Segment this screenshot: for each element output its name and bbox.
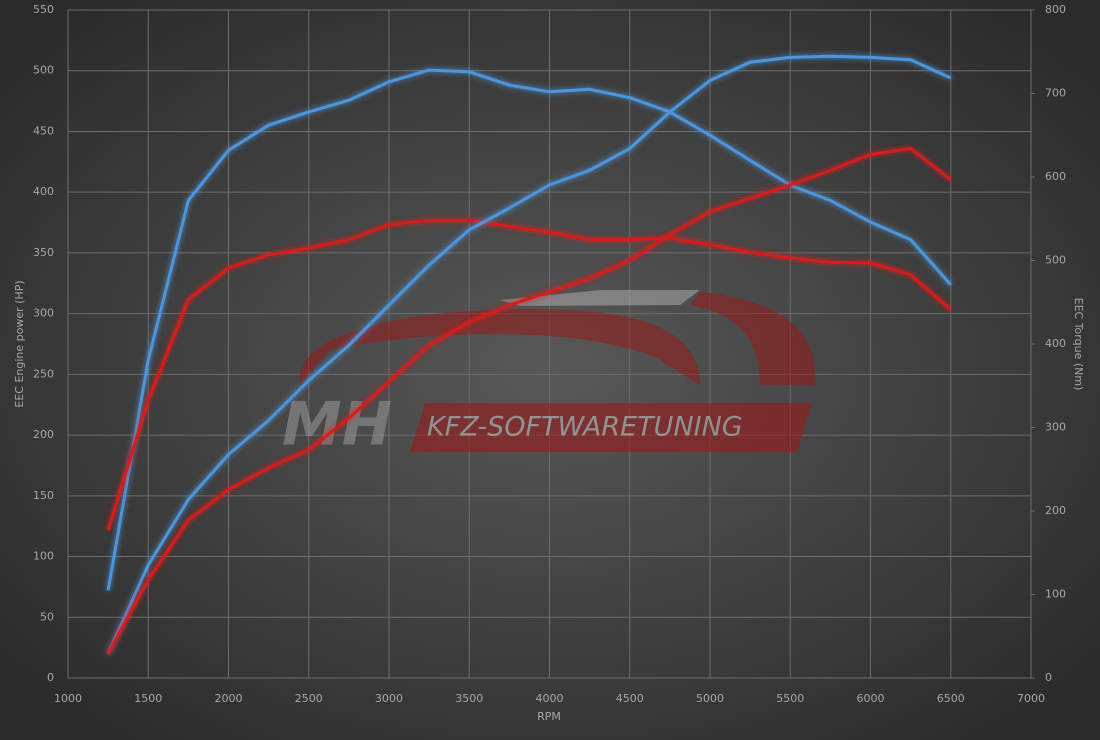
x-tick-label: 1000 <box>54 692 82 705</box>
y-tick-label: 300 <box>33 307 54 320</box>
y-tick-label: 100 <box>33 550 54 563</box>
y2-tick-label: 0 <box>1045 671 1052 684</box>
x-tick-label: 4000 <box>536 692 564 705</box>
y-tick-label: 250 <box>33 367 54 380</box>
y2-tick-label: 600 <box>1045 170 1066 183</box>
grid: 1000 1500 2000 2500 3000 3500 4000 4500 5000 5500… <box>33 3 1066 705</box>
y-tick-label: 450 <box>33 124 54 137</box>
logo-rear <box>690 292 816 385</box>
y-tick-label: 150 <box>33 489 54 502</box>
logo-banner <box>410 403 812 452</box>
x-tick-label: 6500 <box>937 692 965 705</box>
logo-mh: MH <box>282 390 392 460</box>
logo-car <box>299 309 700 385</box>
y-tick-label: 350 <box>33 246 54 259</box>
y-tick-label: 400 <box>33 185 54 198</box>
x-axis-label: RPM <box>537 710 561 723</box>
y2-axis-label: EEC Torque (Nm) <box>1072 298 1085 391</box>
watermark: MH KFZ-SOFTWARETUNING <box>282 290 816 460</box>
y-tick-label: 200 <box>33 428 54 441</box>
y-tick-label: 500 <box>33 64 54 77</box>
y-tick-label: 550 <box>33 3 54 16</box>
y2-tick-label: 700 <box>1045 87 1066 100</box>
y-tick-label: 50 <box>40 610 54 623</box>
x-tick-label: 2500 <box>295 692 323 705</box>
x-tick-label: 5500 <box>776 692 804 705</box>
y2-tick-label: 400 <box>1045 337 1066 350</box>
logo-roof <box>500 290 700 306</box>
plot <box>106 54 952 655</box>
x-tick-label: 3500 <box>455 692 483 705</box>
x-tick-label: 3000 <box>375 692 403 705</box>
y2-tick-label: 100 <box>1045 588 1066 601</box>
y2-tick-label: 200 <box>1045 504 1066 517</box>
series-line <box>106 218 952 531</box>
series-line <box>106 147 952 655</box>
x-tick-label: 5000 <box>696 692 724 705</box>
x-tick-label: 2000 <box>215 692 243 705</box>
y-tick-label: 0 <box>47 671 54 684</box>
x-tick-label: 6000 <box>857 692 885 705</box>
x-tick-label: 7000 <box>1017 692 1045 705</box>
logo-text: KFZ-SOFTWARETUNING <box>427 412 743 443</box>
y-axis-label: EEC Engine power (HP) <box>13 280 26 407</box>
y2-tick-label: 300 <box>1045 421 1066 434</box>
y2-tick-label: 800 <box>1045 3 1066 16</box>
series-line <box>106 68 952 591</box>
series-line <box>106 54 952 655</box>
x-tick-label: 4500 <box>616 692 644 705</box>
x-tick-label: 1500 <box>134 692 162 705</box>
y2-tick-label: 500 <box>1045 254 1066 267</box>
